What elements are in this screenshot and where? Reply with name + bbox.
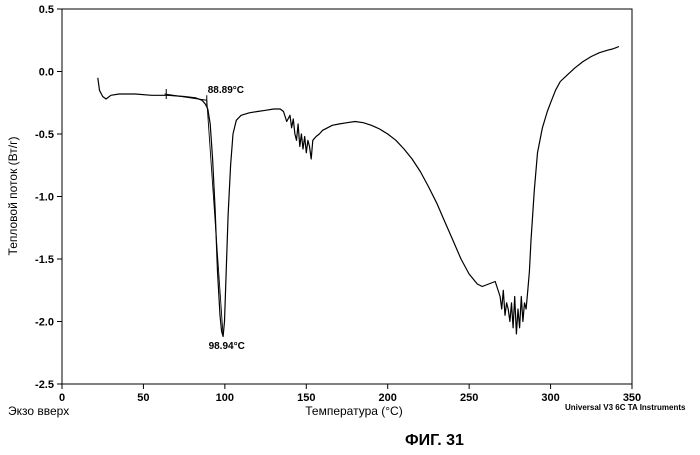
- y-axis-title: Тепловой поток (Вт/г): [6, 137, 20, 256]
- y-axis-ticks: 0.5 0.0 -0.5 -1.0 -1.5 -2.0 -2.5: [35, 4, 62, 391]
- peak-label: 98.94°C: [209, 341, 245, 352]
- y-tick-label: 0.0: [39, 67, 54, 79]
- y-tick-label: -2.5: [35, 379, 54, 391]
- x-axis-title: Температура (°C): [305, 404, 402, 418]
- software-label: Universal V3 6C TA Instruments: [565, 403, 685, 412]
- figure-caption: ФИГ. 31: [405, 432, 464, 450]
- x-tick-label: 100: [216, 392, 234, 404]
- x-tick-label: 200: [379, 392, 397, 404]
- y-tick-label: -1.0: [35, 192, 54, 204]
- x-tick-label: 250: [460, 392, 478, 404]
- x-tick-label: 50: [137, 392, 149, 404]
- x-tick-label: 150: [297, 392, 315, 404]
- peak-label: 88.89°C: [208, 85, 244, 96]
- peak-annotations: 88.89°C 98.94°C: [208, 85, 245, 352]
- heat-flow-curve: [98, 47, 619, 337]
- plot-frame: [62, 9, 632, 384]
- x-axis-ticks: 050100150200250300350: [59, 384, 641, 404]
- exo-up-label: Экзо вверх: [8, 404, 69, 418]
- y-tick-label: 0.5: [39, 4, 54, 16]
- x-tick-label: 0: [59, 392, 65, 404]
- y-tick-label: -0.5: [35, 129, 54, 141]
- y-tick-label: -2.0: [35, 317, 54, 329]
- x-tick-label: 300: [541, 392, 559, 404]
- y-tick-label: -1.5: [35, 254, 54, 266]
